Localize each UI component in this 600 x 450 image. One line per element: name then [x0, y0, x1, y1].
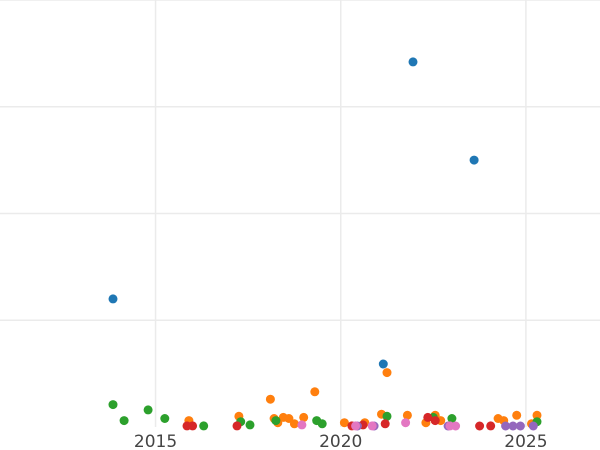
- data-point-blue-2: [469, 155, 479, 165]
- data-point-purple-3: [501, 421, 511, 431]
- data-point-green-7: [271, 416, 281, 426]
- x-axis-ticks: 2015 2020 2025: [134, 432, 548, 450]
- data-point-blue-1: [408, 57, 418, 67]
- data-point-orange-10: [339, 418, 349, 428]
- data-point-orange-2: [265, 394, 275, 404]
- data-point-purple-4: [508, 421, 518, 431]
- data-point-orange-9: [310, 387, 320, 397]
- data-point-red-9: [486, 421, 496, 431]
- data-point-pink-2: [367, 421, 377, 431]
- data-point-pink-3: [401, 418, 411, 428]
- data-point-blue-0: [108, 294, 118, 304]
- data-point-orange-8: [299, 412, 309, 422]
- data-point-green-1: [119, 416, 129, 426]
- data-point-orange-22: [532, 410, 542, 420]
- x-tick-label-1: 2020: [319, 432, 362, 450]
- x-tick-label-0: 2015: [134, 432, 177, 450]
- data-point-blue-3: [378, 359, 388, 369]
- data-point-pink-5: [451, 421, 461, 431]
- data-point-red-8: [475, 421, 485, 431]
- data-point-green-9: [317, 419, 327, 429]
- data-point-green-10: [382, 411, 392, 421]
- x-tick-label-2: 2025: [504, 432, 547, 450]
- data-point-red-5: [380, 419, 390, 429]
- data-point-orange-14: [402, 410, 412, 420]
- data-point-green-3: [160, 414, 170, 423]
- data-point-pink-1: [351, 421, 361, 431]
- data-point-green-2: [143, 405, 153, 415]
- data-point-green-12: [447, 414, 457, 423]
- data-point-green-4: [199, 421, 209, 431]
- data-point-purple-6: [528, 421, 538, 431]
- data-point-orange-7: [289, 419, 299, 429]
- data-point-purple-5: [515, 421, 525, 431]
- grid: [0, 0, 600, 427]
- data-point-red-7: [430, 416, 440, 426]
- data-point-red-1: [188, 421, 198, 431]
- data-point-orange-13: [382, 368, 392, 378]
- data-point-orange-20: [512, 410, 522, 420]
- data-point-green-6: [245, 420, 255, 430]
- data-points: [108, 57, 542, 431]
- data-point-pink-0: [297, 420, 307, 430]
- data-point-red-2: [232, 421, 242, 431]
- data-point-green-0: [108, 400, 118, 410]
- data-point-red-6: [423, 412, 433, 422]
